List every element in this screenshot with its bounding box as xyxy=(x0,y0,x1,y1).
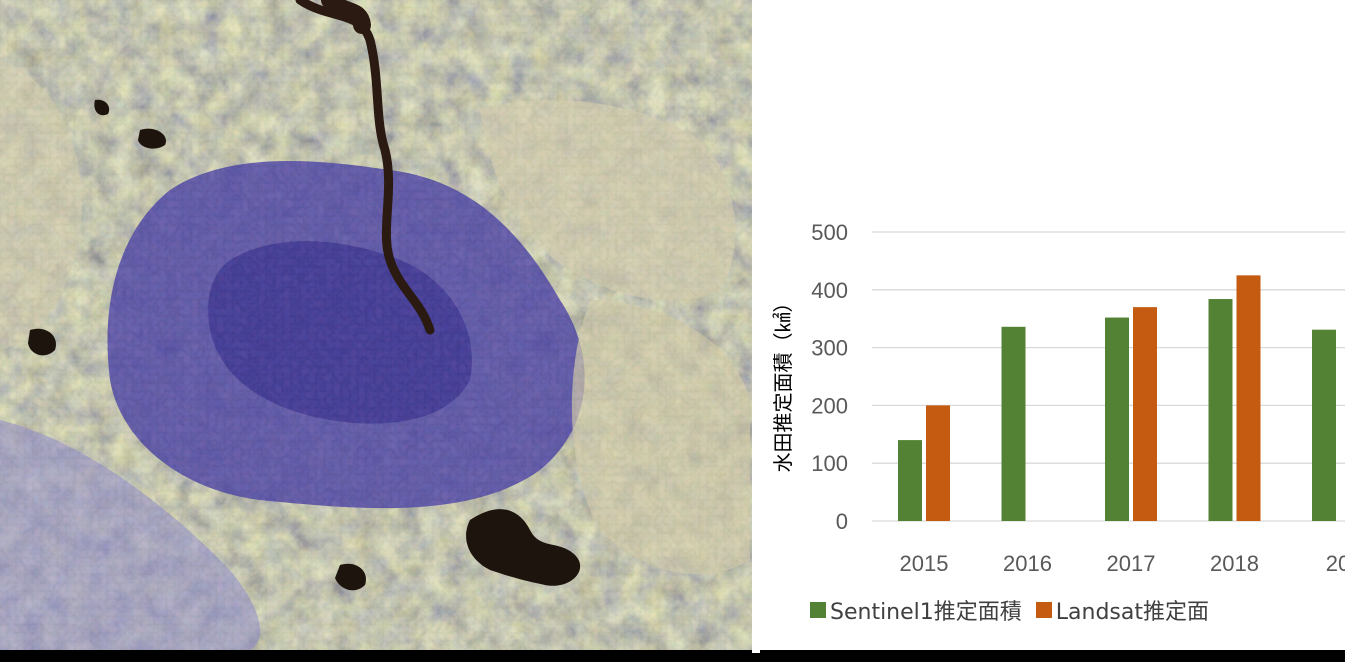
y-tick-label-200: 200 xyxy=(811,393,848,418)
bar-landsat-2018 xyxy=(1236,275,1261,521)
bottom-bar xyxy=(0,650,1345,662)
legend-label-landsat: Landsat推定面 xyxy=(1055,600,1209,625)
y-tick-label-400: 400 xyxy=(811,278,848,303)
x-tick-label-2015: 2015 xyxy=(900,551,949,576)
chart-plot: 0 100 200 300 400 500 2015 2016 2017 2018 20 水田推定面積… xyxy=(771,220,1345,576)
legend-item-sentinel: Sentinel1推定面積 xyxy=(810,594,1022,626)
chart-legend: Sentinel1推定面積 Landsat推定面 xyxy=(810,594,1223,626)
bar-landsat-2015 xyxy=(926,405,950,521)
bar-sentinel-20 xyxy=(1312,329,1336,521)
bar-sentinel-2017 xyxy=(1105,317,1129,521)
x-tick-label-2017: 2017 xyxy=(1107,551,1156,576)
satellite-image xyxy=(0,0,752,650)
y-tick-label-0: 0 xyxy=(836,509,848,534)
y-axis-label: 水田推定面積（㎢） xyxy=(771,293,795,473)
y-tick-label-100: 100 xyxy=(811,451,848,476)
bar-sentinel-2018 xyxy=(1208,299,1233,521)
y-tick-label-300: 300 xyxy=(811,336,848,361)
x-tick-label-2018: 2018 xyxy=(1210,551,1259,576)
x-tick-label-2016: 2016 xyxy=(1003,551,1052,576)
legend-item-landsat: Landsat推定面 xyxy=(1035,594,1209,626)
bar-chart: 0 100 200 300 400 500 2015 2016 2017 2018 20 水田推定面積… xyxy=(760,0,1345,650)
x-tick-label-20: 20 xyxy=(1326,551,1345,576)
legend-label-sentinel: Sentinel1推定面積 xyxy=(830,600,1022,625)
y-tick-label-500: 500 xyxy=(811,220,848,245)
bottom-bar-gap xyxy=(752,650,760,653)
bar-sentinel-2016 xyxy=(1001,326,1026,521)
bar-sentinel-2015 xyxy=(898,440,922,521)
legend-swatch-landsat xyxy=(1035,602,1052,618)
bar-landsat-2017 xyxy=(1133,307,1157,521)
legend-swatch-sentinel xyxy=(810,602,826,618)
